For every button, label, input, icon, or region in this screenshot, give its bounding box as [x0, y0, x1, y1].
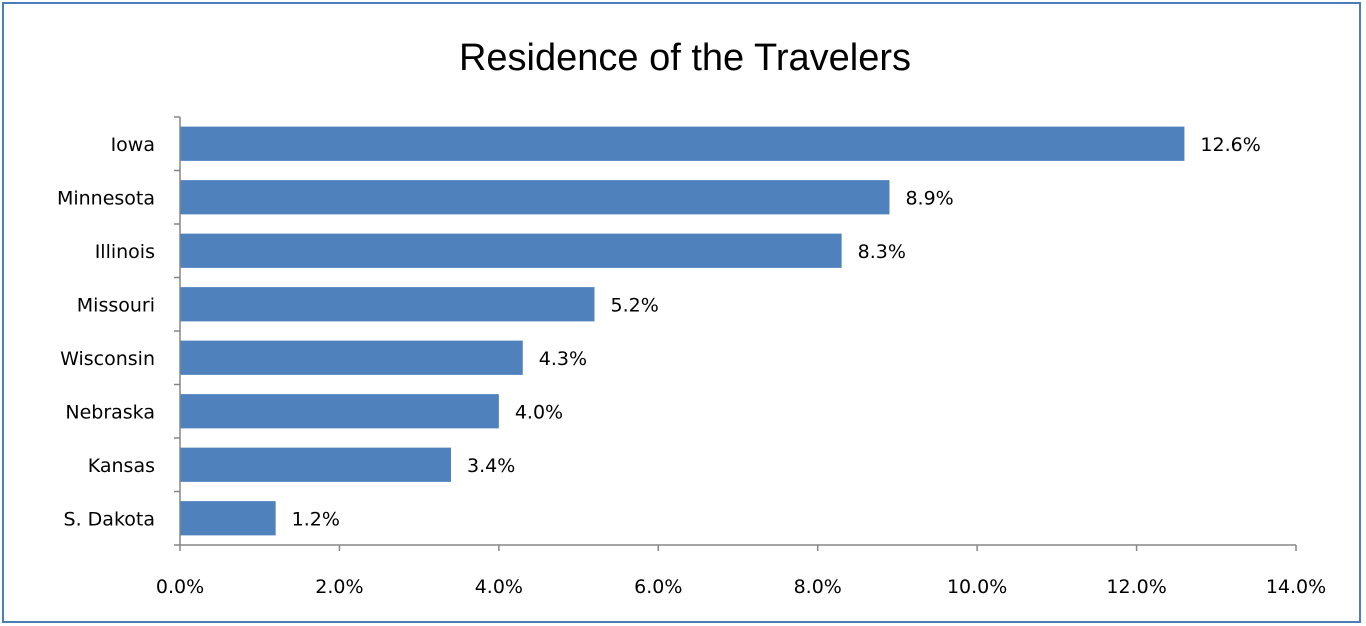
category-label: Wisconsin: [60, 348, 155, 370]
data-label: 3.4%: [467, 455, 515, 477]
category-label: S. Dakota: [64, 508, 155, 530]
category-label: Minnesota: [57, 187, 155, 209]
bar: [180, 501, 276, 536]
category-label: Nebraska: [65, 401, 155, 423]
category-label: Missouri: [77, 294, 155, 316]
bar: [180, 126, 1185, 161]
data-label: 8.3%: [858, 241, 906, 263]
chart-title: Residence of the Travelers: [459, 37, 911, 79]
x-tick-label: 8.0%: [794, 576, 842, 598]
data-label: 8.9%: [905, 187, 953, 209]
data-label: 1.2%: [292, 508, 340, 530]
x-tick-label: 2.0%: [315, 576, 363, 598]
x-tick-label: 4.0%: [475, 576, 523, 598]
category-label: Iowa: [111, 134, 155, 156]
x-tick-label: 10.0%: [947, 576, 1007, 598]
category-label: Kansas: [88, 455, 155, 477]
bar: [180, 180, 890, 215]
bar: [180, 287, 595, 322]
plot-area: Iowa 12.6% Minnesota 8.9% Illinois 8.3% Missou…: [57, 116, 1326, 598]
bar: [180, 233, 842, 268]
bar: [180, 394, 499, 429]
data-label: 12.6%: [1200, 134, 1260, 156]
x-tick-label: 6.0%: [634, 576, 682, 598]
category-label: Illinois: [95, 241, 155, 263]
bar: [180, 447, 452, 482]
data-label: 4.3%: [539, 348, 587, 370]
x-tick-label: 14.0%: [1266, 576, 1326, 598]
data-label: 5.2%: [611, 294, 659, 316]
x-tick-label: 12.0%: [1106, 576, 1166, 598]
data-label: 4.0%: [515, 401, 563, 423]
bar: [180, 340, 523, 375]
x-tick-label: 0.0%: [156, 576, 204, 598]
